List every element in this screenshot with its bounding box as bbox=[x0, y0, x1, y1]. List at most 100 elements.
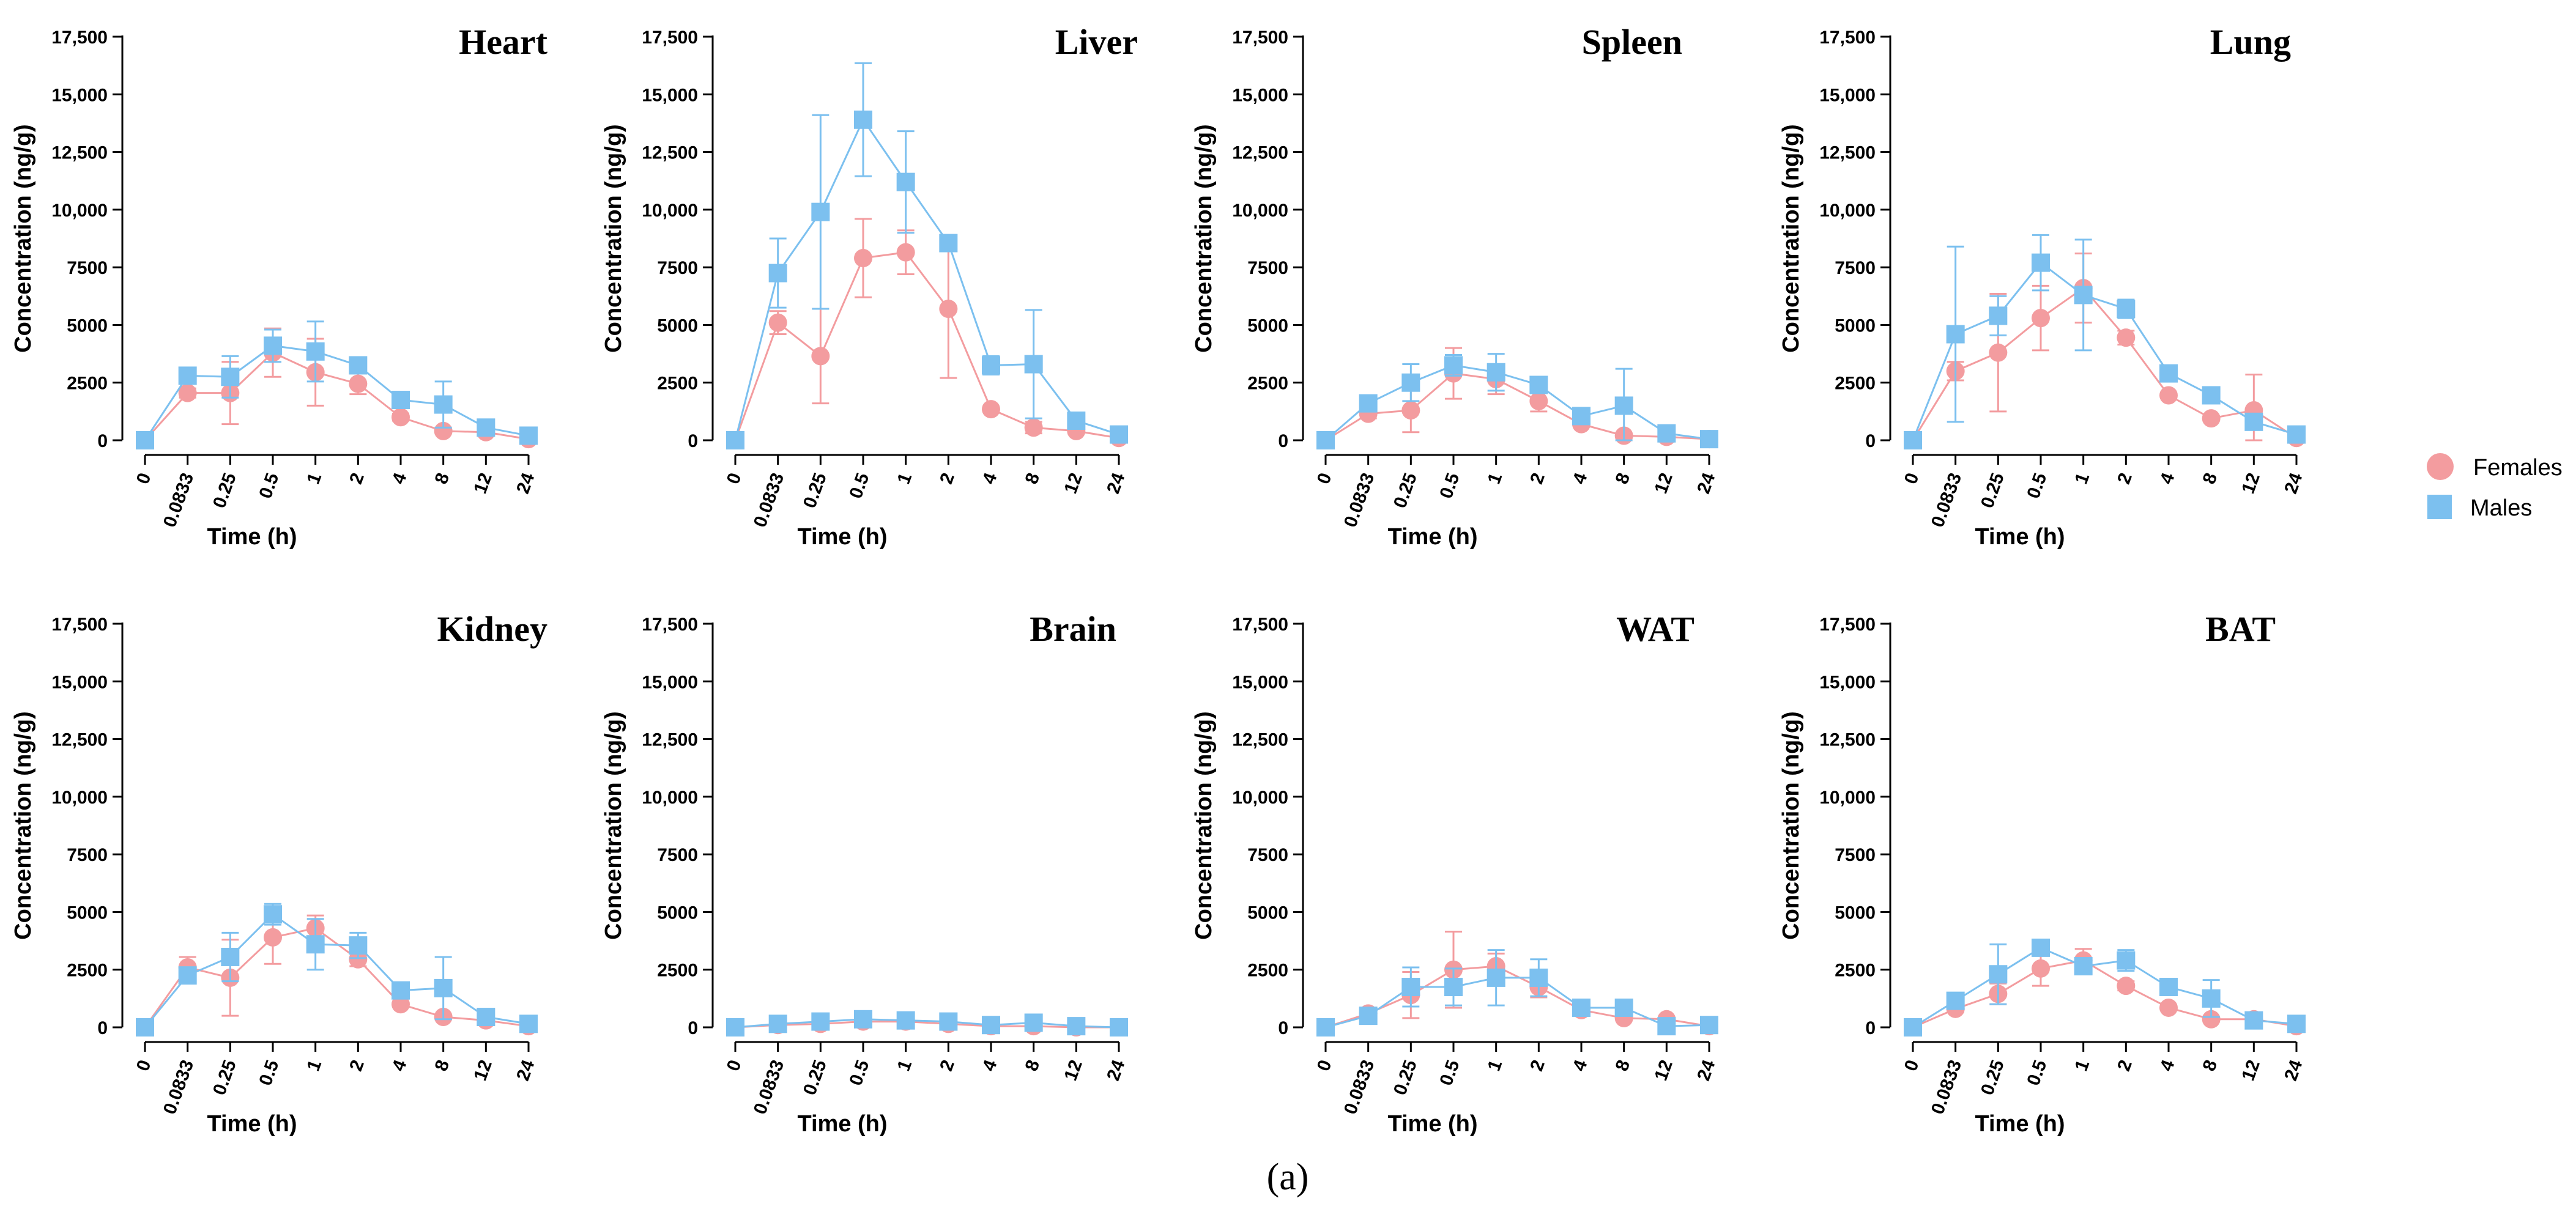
data-point-males bbox=[2202, 989, 2221, 1008]
data-point-males bbox=[178, 966, 197, 985]
panel-title: WAT bbox=[1616, 609, 1694, 649]
y-tick-label: 0 bbox=[1278, 431, 1288, 451]
x-tick-label: 1 bbox=[303, 1057, 326, 1074]
y-tick-label: 5000 bbox=[1247, 316, 1288, 336]
x-axis-label: Time (h) bbox=[207, 1111, 297, 1137]
y-axis-label: Concentration (ng/g) bbox=[1778, 711, 1804, 940]
data-point-females bbox=[811, 347, 830, 366]
x-tick-label: 0 bbox=[723, 470, 746, 487]
data-point-males bbox=[939, 1012, 958, 1031]
panel-title: Brain bbox=[1030, 609, 1116, 649]
x-tick-label: 0.0833 bbox=[750, 470, 788, 530]
y-tick-label: 0 bbox=[688, 431, 698, 451]
y-tick-label: 15,000 bbox=[642, 672, 698, 692]
x-tick-label: 4 bbox=[979, 1057, 1001, 1074]
series-line-females bbox=[1912, 287, 2297, 441]
y-tick-label: 2500 bbox=[1835, 374, 1876, 394]
legend: Females Males bbox=[2427, 453, 2563, 521]
data-point-females bbox=[349, 950, 368, 969]
x-tick-label: 2 bbox=[936, 470, 959, 487]
x-tick-label: 24 bbox=[513, 1057, 539, 1084]
data-point-males bbox=[1946, 991, 1965, 1010]
data-point-males bbox=[1487, 363, 1505, 382]
y-tick-label: 2500 bbox=[657, 374, 698, 394]
data-point-males bbox=[1904, 1018, 1922, 1036]
y-tick-label: 15,000 bbox=[1819, 85, 1876, 105]
data-point-males bbox=[982, 1016, 1000, 1035]
data-point-males bbox=[1487, 968, 1505, 987]
x-tick-label: 24 bbox=[2281, 1057, 2307, 1084]
legend-marker-males bbox=[2427, 495, 2452, 519]
data-point-males bbox=[896, 172, 915, 191]
x-tick-label: 0.25 bbox=[1390, 1057, 1421, 1098]
data-point-males bbox=[434, 978, 453, 997]
y-tick-label: 12,500 bbox=[1232, 143, 1288, 163]
series-line-females bbox=[144, 927, 529, 1028]
data-point-males bbox=[264, 336, 282, 355]
data-point-males bbox=[726, 1018, 744, 1036]
data-point-females bbox=[349, 374, 368, 393]
x-tick-label: 0.5 bbox=[845, 470, 873, 501]
y-axis-label: Concentration (ng/g) bbox=[1191, 711, 1217, 940]
x-tick-label: 0 bbox=[1313, 470, 1336, 487]
x-axis-label: Time (h) bbox=[1975, 1111, 2065, 1137]
series-line-males bbox=[1912, 261, 2297, 441]
data-point-males bbox=[811, 1012, 830, 1031]
y-tick-label: 15,000 bbox=[1819, 672, 1876, 692]
data-point-females bbox=[2159, 386, 2178, 405]
x-tick-label: 2 bbox=[346, 1057, 368, 1074]
x-tick-label: 0 bbox=[133, 1057, 155, 1074]
figure-caption: (a) bbox=[1267, 1156, 1309, 1198]
data-point-males bbox=[1904, 431, 1922, 449]
x-tick-label: 12 bbox=[2238, 470, 2263, 497]
data-point-males bbox=[221, 368, 240, 386]
data-point-males bbox=[178, 366, 197, 385]
data-point-males bbox=[1614, 396, 1633, 415]
x-axis-label: Time (h) bbox=[797, 1111, 887, 1137]
x-tick-label: 0.5 bbox=[2023, 470, 2051, 501]
y-tick-label: 12,500 bbox=[51, 730, 108, 750]
x-axis-label: Time (h) bbox=[1975, 524, 2065, 550]
panel-brain: Concentration (ng/g) Time (h) Brain 0250… bbox=[601, 609, 1129, 1137]
series-line-males bbox=[144, 344, 529, 441]
y-tick-label: 0 bbox=[97, 1018, 108, 1038]
data-point-females bbox=[1024, 418, 1043, 437]
data-point-males bbox=[1024, 355, 1043, 374]
series-line-males bbox=[144, 913, 529, 1028]
x-tick-label: 1 bbox=[2071, 1057, 2094, 1074]
x-tick-label: 0.5 bbox=[2023, 1057, 2051, 1088]
series-line-females bbox=[1325, 372, 1710, 442]
y-tick-label: 0 bbox=[1865, 431, 1876, 451]
data-point-males bbox=[1572, 998, 1591, 1017]
y-tick-label: 17,500 bbox=[1232, 615, 1288, 635]
data-point-females bbox=[982, 400, 1000, 419]
data-point-females bbox=[2117, 328, 2136, 347]
y-tick-label: 2500 bbox=[657, 961, 698, 981]
x-tick-label: 8 bbox=[1022, 1057, 1044, 1074]
series-line-females bbox=[1912, 959, 2297, 1029]
data-point-females bbox=[2159, 998, 2178, 1017]
y-tick-label: 2500 bbox=[1835, 961, 1876, 981]
x-tick-label: 4 bbox=[388, 1057, 411, 1074]
data-point-males bbox=[392, 981, 410, 1000]
x-tick-label: 2 bbox=[936, 1057, 959, 1074]
data-point-males bbox=[349, 356, 368, 375]
legend-label-males: Males bbox=[2470, 495, 2532, 521]
x-tick-label: 2 bbox=[2114, 1057, 2136, 1074]
x-tick-label: 12 bbox=[1650, 470, 1676, 497]
data-point-females bbox=[392, 408, 410, 427]
x-tick-label: 4 bbox=[388, 470, 411, 487]
data-point-males bbox=[1700, 1016, 1718, 1035]
panel-title: Lung bbox=[2210, 22, 2291, 62]
y-tick-label: 5000 bbox=[657, 903, 698, 923]
data-point-males bbox=[896, 1011, 915, 1030]
x-axis-label: Time (h) bbox=[1387, 1111, 1477, 1137]
x-tick-label: 0.5 bbox=[845, 1057, 873, 1088]
x-tick-label: 8 bbox=[2199, 470, 2222, 487]
y-axis-label: Concentration (ng/g) bbox=[10, 124, 36, 353]
panel-title: Kidney bbox=[437, 609, 548, 649]
x-tick-label: 24 bbox=[513, 470, 539, 497]
x-tick-label: 0.5 bbox=[1436, 470, 1463, 501]
y-tick-label: 17,500 bbox=[51, 28, 108, 48]
y-tick-label: 17,500 bbox=[1232, 28, 1288, 48]
